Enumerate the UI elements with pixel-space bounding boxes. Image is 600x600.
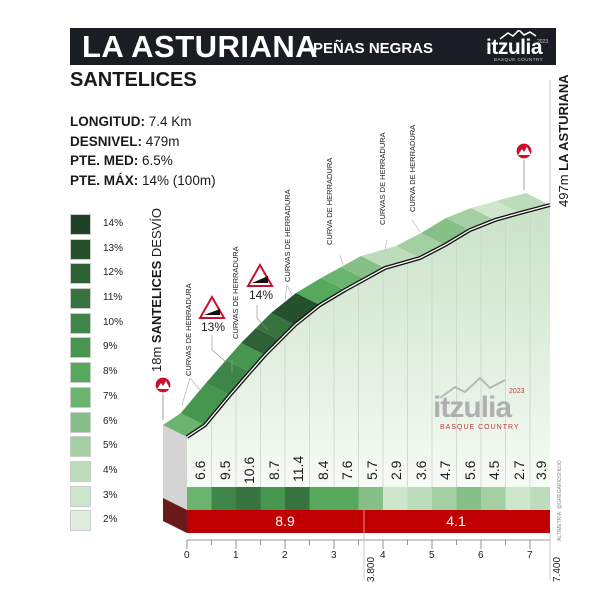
finish-category-icon — [515, 142, 533, 160]
credit-text: ALTIMETRÍA: @GREGARIOSHUJO — [557, 460, 563, 541]
x-tick: 1 — [233, 550, 239, 561]
segment-gradient-bar — [187, 487, 550, 510]
steep-warning-14-icon — [246, 262, 274, 331]
start-town: SANTELICES — [70, 69, 197, 91]
stat-avg-gradient: PTE. MED: 6.5% — [70, 153, 173, 168]
watermark-mountain-icon — [439, 376, 506, 399]
section-1-avg: 8.9 — [275, 513, 295, 529]
segment-gradient-value: 5.6 — [461, 460, 478, 480]
start-category-icon — [154, 376, 172, 394]
itzulia-logo: itzulia 2023 BASQUE COUNTRY — [486, 30, 552, 64]
x-axis — [186, 80, 551, 580]
start-label: 18m SANTELICES DESVÍO — [149, 207, 164, 372]
segment-gradient-value: 2.7 — [510, 460, 527, 480]
watermark-tagline: BASQUE COUNTRY — [440, 424, 520, 431]
brand-tagline: BASQUE COUNTRY — [494, 57, 544, 62]
segment-gradient-value: 3.6 — [412, 460, 429, 480]
steep-warning-13-label: 13% — [201, 320, 226, 334]
segment-gradient-value: 8.4 — [314, 460, 331, 480]
section-2-avg: 4.1 — [446, 513, 466, 529]
hairpin-label: CURVAS DE HERRADURA — [378, 132, 387, 225]
hairpin-label: CURVAS DE HERRADURA — [283, 189, 292, 282]
segment-gradient-value: 4.5 — [486, 460, 502, 480]
watermark-year: 2023 — [509, 388, 525, 395]
hairpin-label: CURVAS DE HERRADURA — [231, 246, 240, 339]
segment-gradient-value: 8.7 — [265, 460, 282, 480]
watermark-word: itzulia — [433, 391, 512, 424]
segment-gradient-value: 10.6 — [241, 456, 257, 484]
x-mark-7400: 7.400 — [552, 556, 563, 582]
x-tick: 2 — [282, 550, 288, 561]
segment-gradient-value: 3.9 — [533, 460, 549, 480]
profile-side-red — [163, 498, 187, 533]
segment-gradient-value: 6.6 — [192, 460, 208, 480]
profile-side — [163, 425, 187, 510]
x-mark-3800: 3.800 — [366, 556, 377, 582]
steep-warning-14-label: 14% — [249, 288, 274, 302]
x-tick: 0 — [184, 550, 190, 561]
x-tick: 3 — [331, 550, 337, 561]
segment-gradient-value: 11.4 — [290, 455, 306, 482]
brand-word: itzulia — [486, 36, 543, 59]
segment-gradient-value: 4.7 — [437, 460, 453, 480]
section-gradient-bar — [187, 510, 550, 533]
profile-area — [187, 205, 550, 487]
climb-subtitle: PEÑAS NEGRAS — [313, 40, 434, 57]
x-tick: 4 — [380, 550, 386, 561]
stat-length: LONGITUD: 7.4 Km — [70, 114, 192, 129]
hairpin-label: CURVA DE HERRADURA — [408, 124, 417, 212]
stat-max-gradient: PTE. MÁX: 14% (100m) — [70, 172, 216, 188]
segment-gradient-value: 9.5 — [216, 460, 233, 480]
steep-warning-13-icon — [198, 294, 227, 363]
x-tick: 6 — [478, 550, 484, 561]
x-tick: 7 — [527, 550, 533, 561]
climb-title: LA ASTURIANA — [82, 29, 319, 64]
stat-elevation: DESNIVEL: 479m — [70, 133, 180, 149]
climb-stats: LONGITUD: 7.4 Km DESNIVEL: 479m PTE. MED… — [70, 112, 216, 190]
header-bar — [70, 28, 556, 65]
grid-lines — [211, 209, 531, 487]
mountain-logo-icon — [499, 30, 537, 40]
finish-label: 497m LA ASTURIANA — [556, 74, 571, 207]
hairpin-leaders — [181, 219, 421, 406]
segment-gradient-value: 7.6 — [339, 460, 355, 480]
hairpin-label: CURVAS DE HERRADURA — [184, 283, 193, 376]
segment-gradient-value: 2.9 — [388, 460, 404, 480]
hairpin-label: CURVA DE HERRADURA — [325, 157, 334, 245]
segment-gradient-value: 5.7 — [363, 460, 380, 480]
x-tick: 5 — [429, 550, 435, 561]
brand-year: 2023 — [537, 39, 549, 45]
